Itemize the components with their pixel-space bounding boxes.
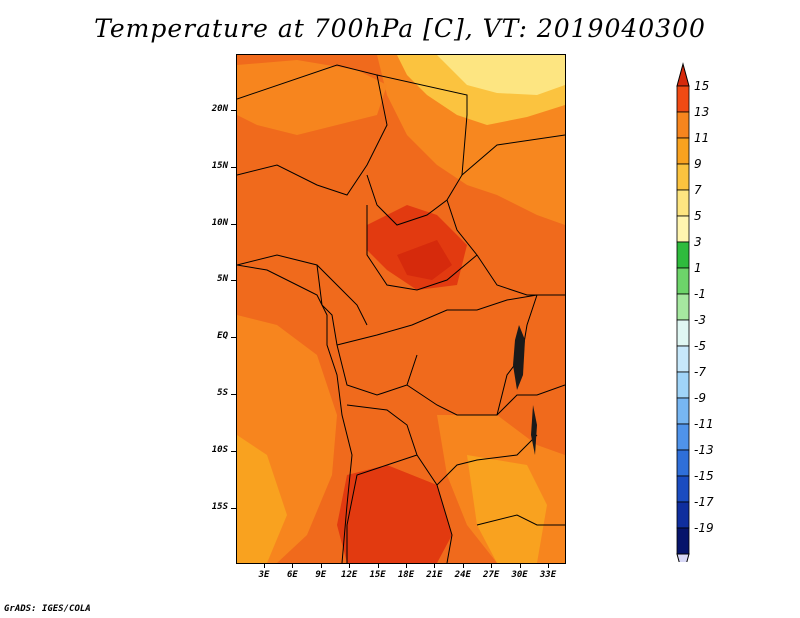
colorbar-label: 15 [694,79,710,93]
colorbar-label: -15 [694,469,714,483]
chart-title: Temperature at 700hPa [C], VT: 201904030… [94,14,706,43]
colorbar-segment [676,111,690,139]
colorbar-segment [676,189,690,217]
colorbar-segment [676,241,690,269]
lat-tick [231,337,236,339]
colorbar-segment [676,423,690,451]
lon-tick [264,563,265,568]
colorbar-label: -17 [694,495,714,509]
lon-tick [519,563,521,568]
temperature-map [236,54,566,564]
lat-label: 20N [211,104,228,114]
colorbar-segment [676,137,690,165]
field-13-south [337,465,452,563]
coastline [237,264,353,563]
colorbar-segment [676,501,690,529]
colorbar-label: -13 [694,443,714,457]
colorbar-segment [676,475,690,503]
field-9-southeast [467,455,547,563]
colorbar-label: -19 [694,521,714,535]
lat-label: 10N [211,217,228,228]
lon-label: 33E [539,570,557,580]
lat-tick [231,110,236,111]
colorbar-label: -7 [694,365,706,379]
lake-tanganyika [513,325,525,390]
lon-tick [349,563,351,568]
lat-tick [231,394,236,395]
lat-label: 5N [217,274,228,285]
field-11-nw [237,60,387,135]
colorbar-segment [676,527,690,555]
colorbar-top-arrow [676,62,690,87]
lon-tick [320,563,322,568]
lon-tick [377,563,379,568]
map-svg [237,55,565,563]
colorbar-label: 1 [694,261,702,275]
colorbar-segment [676,293,690,321]
lat-tick [231,450,236,452]
lake-malawi [531,405,537,455]
colorbar-segment [676,163,690,191]
colorbar-segment [676,371,690,399]
credit-text: GrADS: IGES/COLA [4,604,91,614]
colorbar-segment [676,345,690,373]
colorbar-label: 13 [694,105,710,119]
lon-label: 3E [258,570,270,580]
country-borders [237,64,565,563]
lon-label: 6E [286,570,298,580]
colorbar-label: -3 [694,313,706,327]
lat-label: 5S [217,388,228,398]
colorbar-svg [676,62,690,562]
colorbar-bottom-arrow [676,553,690,562]
colorbar-segment [676,449,690,477]
colorbar-segment [676,267,690,295]
lat-tick [231,507,236,509]
lon-label: 9E [315,570,327,580]
field-9-southwest [237,435,287,563]
colorbar-segment [676,397,690,425]
lon-label: 12E [341,570,358,580]
colorbar-segment [676,85,690,113]
colorbar-label: 7 [694,183,702,197]
lat-label: 15S [211,501,228,512]
colorbar-label: 9 [694,157,702,171]
field-5-north [437,55,565,95]
colorbar-label: -9 [694,391,706,405]
field-15-centre [397,240,452,280]
lon-tick [462,563,464,568]
colorbar-label: -1 [694,287,706,301]
lon-tick [548,563,549,568]
lon-label: 15E [369,570,386,580]
lat-tick [231,166,236,168]
lon-label: 30E [511,570,528,580]
colorbar-label: 5 [694,209,702,223]
lon-tick [406,563,407,568]
lat-tick [231,223,236,225]
colorbar-segment [676,215,690,243]
lon-tick [292,563,294,568]
lat-label: 15N [211,160,228,171]
lat-label: 10S [211,444,228,455]
lon-label: 24E [454,570,471,580]
colorbar-label: -11 [694,417,714,431]
lon-tick [434,563,436,568]
colorbar-label: -5 [694,339,706,353]
lon-label: 21E [426,570,443,580]
colorbar-label: 11 [694,131,710,145]
lon-label: 18E [397,570,415,580]
colorbar-label: 3 [694,235,702,249]
lat-tick [231,280,236,282]
lon-label: 27E [483,570,500,580]
lat-label: EQ [217,331,228,342]
colorbar-segment [676,319,690,347]
lon-tick [491,563,493,568]
